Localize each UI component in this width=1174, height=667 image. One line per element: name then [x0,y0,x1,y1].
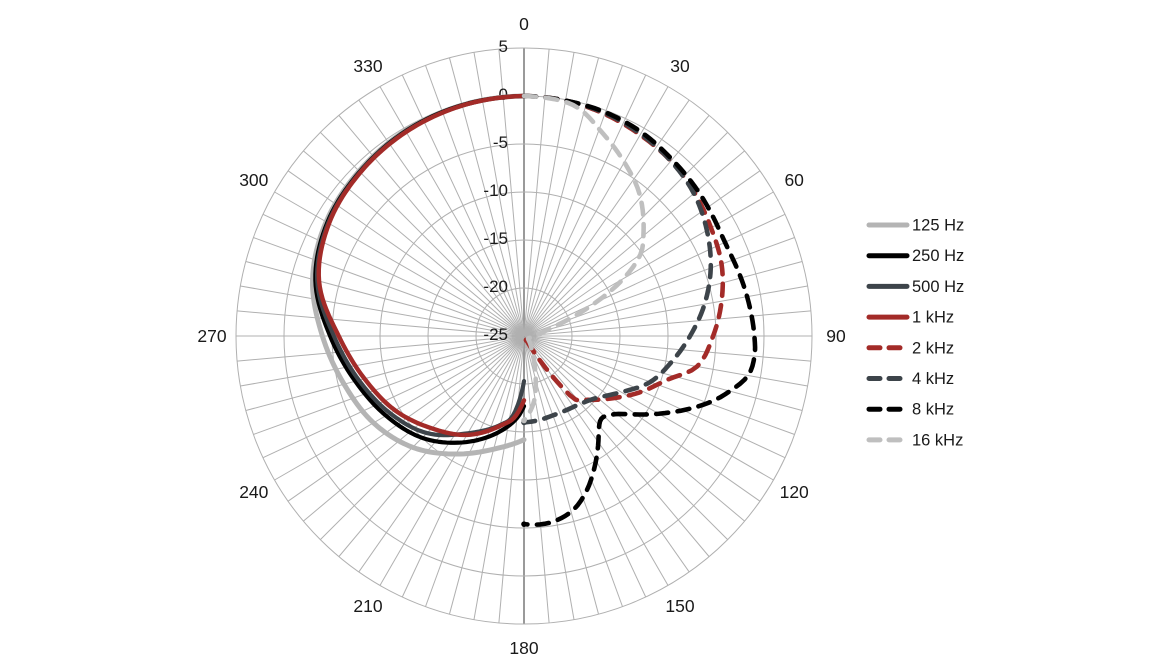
radial-tick-label: 0 [499,85,508,104]
legend-label: 4 kHz [912,370,954,388]
angular-tick-label: 150 [665,596,694,616]
legend-item-125-hz: 125 Hz [866,217,964,235]
angular-tick-label: 0 [519,14,529,34]
angular-tick-label: 210 [353,596,382,616]
series-curve-16-khz [521,93,646,423]
angular-tick-label: 270 [197,326,226,346]
radial-tick-label: -15 [483,229,508,248]
radial-tick-label: 5 [499,37,508,56]
series-curve-8-khz [521,93,758,527]
legend-label: 16 kHz [912,431,963,449]
series-curve-1-khz [316,93,527,438]
legend-item-250-hz: 250 Hz [866,247,964,265]
legend-item-16-khz: 16 kHz [866,431,963,449]
legend-label: 1 kHz [912,309,954,327]
legend-label: 2 kHz [912,339,954,357]
grid-ring [427,239,621,433]
series-curve-2-khz [521,93,726,403]
angular-tick-labels: 0 30 60 90 120 150 180 210 240 270 300 330 [197,14,846,658]
radial-tick-labels: 5 0 -5 -10 -15 -20 -25 [483,37,508,344]
angular-tick-label: 330 [353,56,382,76]
legend-label: 8 kHz [912,401,954,419]
angular-tick-label: 90 [826,326,846,346]
polar-grid [235,47,813,625]
radial-tick-label: -5 [493,133,508,152]
legend-item-8-khz: 8 kHz [866,401,954,419]
angular-tick-label: 240 [239,482,268,502]
legend-item-4-khz: 4 kHz [866,370,954,388]
series-end-dot [521,521,527,527]
legend-item-500-hz: 500 Hz [866,278,964,296]
legend-item-1-khz: 1 kHz [866,309,954,327]
grid-ring [379,191,669,481]
angular-tick-label: 180 [509,638,538,658]
radial-tick-label: -10 [483,181,508,200]
angular-tick-label: 120 [780,482,809,502]
legend-label: 500 Hz [912,278,964,296]
angular-tick-label: 30 [670,56,690,76]
legend-label: 250 Hz [912,247,964,265]
angular-tick-label: 60 [784,170,804,190]
legend-label: 125 Hz [912,217,964,235]
angular-tick-label: 300 [239,170,268,190]
chart-legend: 125 Hz 250 Hz 500 Hz 1 kHz 2 kHz 4 kHz 8 kHz 16… [866,217,964,449]
grid-ring [235,47,813,625]
radial-tick-label: -20 [483,277,508,296]
series-curve-4-khz [521,93,714,425]
series-curves [310,93,758,527]
radial-tick-label: -25 [483,325,508,344]
legend-item-2-khz: 2 kHz [866,339,954,357]
series-end-dot [521,417,527,424]
